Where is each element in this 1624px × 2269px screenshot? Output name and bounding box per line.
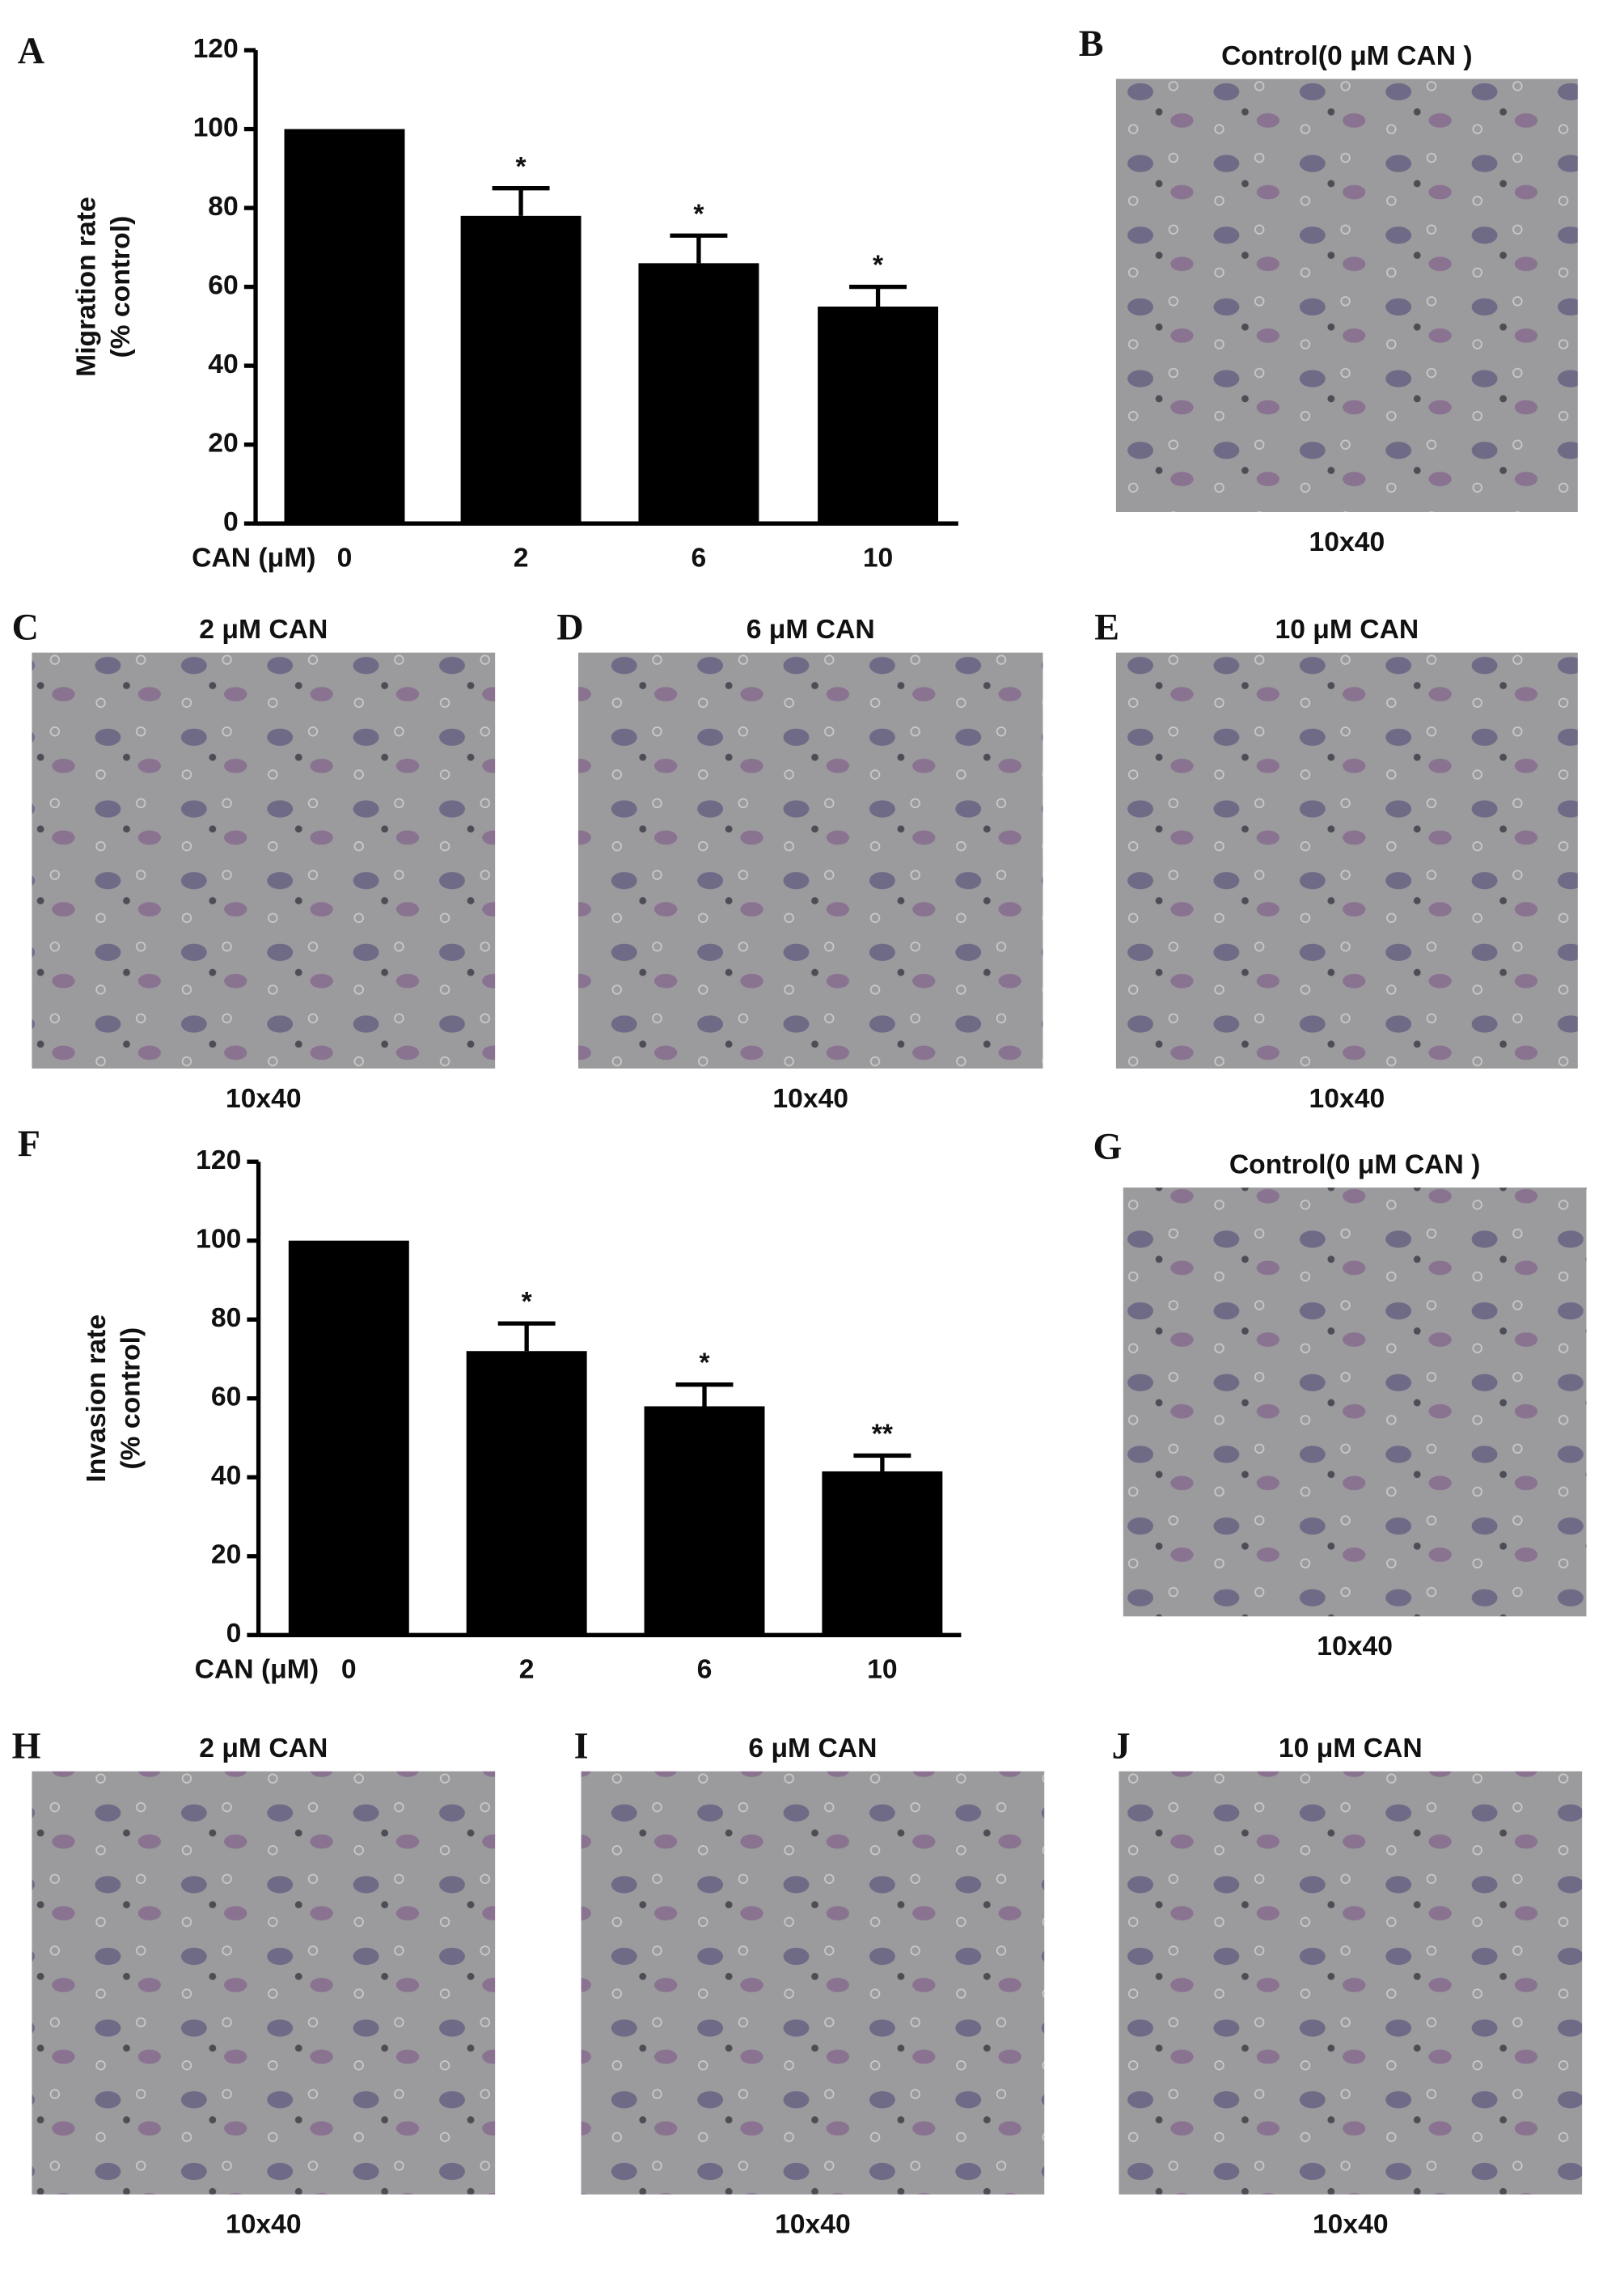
panel-title: 6 μM CAN [748,1733,877,1763]
y-tick-label: 80 [208,192,238,222]
x-tick-label: 0 [341,1655,357,1685]
bar [466,1351,587,1636]
magnification: 10x40 [226,1084,302,1114]
micrograph [1123,1187,1587,1617]
y-tick-label: 40 [208,349,238,379]
bar [638,263,759,524]
panel-title: 6 μM CAN [746,615,875,645]
panel-letter: I [574,1725,589,1767]
significance: ** [872,1420,894,1450]
y-tick-label: 120 [196,1145,241,1175]
panel-letter: B [1079,23,1104,64]
significance: * [699,1348,710,1378]
micrograph [32,1771,496,2195]
magnification: 10x40 [772,1084,848,1114]
y-tick-label: 0 [223,507,239,537]
magnification: 10x40 [1309,1084,1385,1114]
magnification: 10x40 [775,2210,851,2240]
significance: * [522,1287,533,1317]
significance: * [516,152,527,182]
panel-title: 10 μM CAN [1279,1733,1423,1763]
bar [460,215,582,524]
y-tick-label: 60 [211,1382,241,1412]
x-tick-label: 0 [337,543,353,573]
y-axis-label: Invasion rate [82,1314,112,1483]
panel-title: Control(0 μM CAN ) [1221,41,1473,71]
panel-letter: F [18,1123,40,1164]
bar [822,1471,943,1636]
panel-letter: G [1093,1126,1123,1167]
panel-letter: C [12,607,39,648]
x-tick-label: 6 [697,1655,713,1685]
micrograph [32,652,496,1069]
magnification: 10x40 [1313,2210,1389,2240]
panel-title: 2 μM CAN [199,615,328,645]
x-tick-label: 6 [691,543,707,573]
x-tick-label: 2 [519,1655,535,1685]
x-tick-label: 10 [867,1655,897,1685]
y-tick-label: 20 [208,429,238,459]
y-tick-label: 0 [226,1619,242,1649]
panel-letter: E [1094,607,1119,648]
panel-letter: J [1112,1725,1131,1767]
x-tick-label: 10 [863,543,893,573]
bar [818,306,939,524]
magnification: 10x40 [1317,1632,1393,1662]
panel-letter: D [556,607,583,648]
significance: * [873,251,884,281]
y-tick-label: 100 [196,1225,241,1255]
micrograph [581,1771,1045,2195]
bar [644,1406,765,1636]
panel-title: Control(0 μM CAN ) [1229,1149,1481,1179]
micrograph [1119,1771,1583,2195]
y-tick-label: 20 [211,1540,241,1570]
panel-letter: H [12,1725,41,1767]
panel-title: 10 μM CAN [1275,615,1419,645]
y-axis-label: Migration rate [71,197,101,377]
bar [288,1240,409,1636]
y-tick-label: 60 [208,271,238,301]
y-axis-label: (% control) [106,216,136,358]
bar [284,129,405,524]
magnification: 10x40 [1309,527,1385,557]
magnification: 10x40 [226,2210,302,2240]
y-tick-label: 100 [193,112,239,142]
y-tick-label: 80 [211,1303,241,1333]
x-axis-label: CAN (μM) [195,1655,319,1685]
y-tick-label: 120 [193,34,239,64]
micrograph [1115,78,1578,512]
x-tick-label: 2 [514,543,529,573]
y-axis-label: (% control) [116,1327,146,1470]
x-axis-label: CAN (μM) [192,543,315,573]
significance: * [693,199,704,229]
panel-title: 2 μM CAN [199,1733,328,1763]
micrograph [1115,652,1578,1069]
micrograph [577,652,1043,1069]
panel-letter: A [18,30,44,71]
y-tick-label: 40 [211,1461,241,1491]
